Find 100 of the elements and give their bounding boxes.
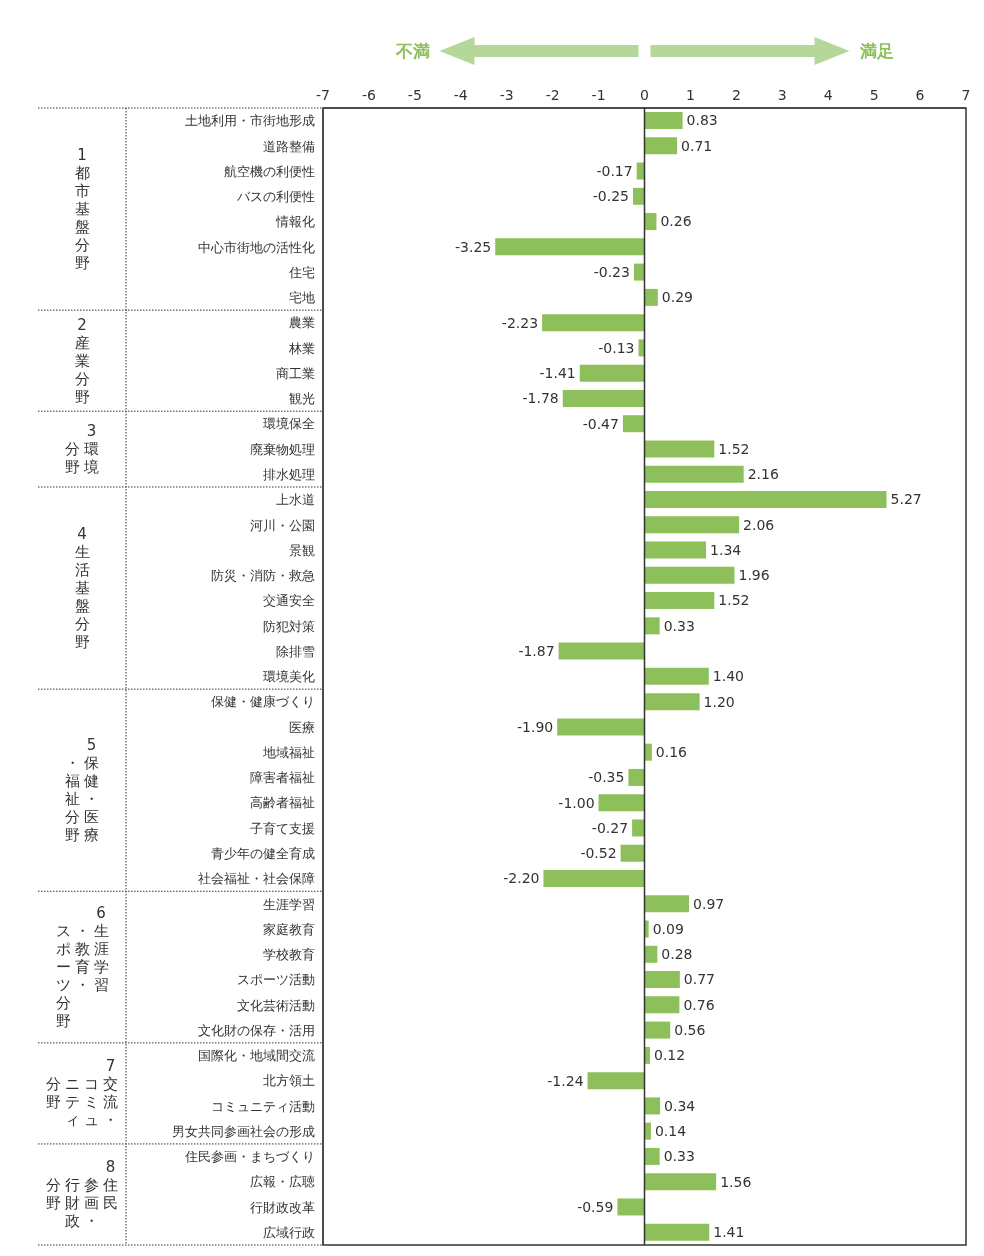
y-tick-label: 道路整備 bbox=[263, 138, 315, 154]
y-tick-label: 社会福祉・社会保障 bbox=[198, 871, 315, 887]
data-label: -1.24 bbox=[547, 1072, 584, 1089]
bar bbox=[644, 895, 690, 913]
x-tick-label: -7 bbox=[316, 87, 330, 103]
text: 満足 bbox=[858, 40, 894, 61]
y-tick-label: 広域行政 bbox=[263, 1224, 315, 1240]
y-tick-label: 国際化・地域間交流 bbox=[198, 1048, 315, 1064]
bar bbox=[598, 794, 645, 812]
text: 2産業分野 bbox=[73, 315, 91, 406]
data-label: 0.34 bbox=[664, 1097, 696, 1114]
data-label: -0.59 bbox=[577, 1198, 614, 1215]
bar bbox=[632, 819, 645, 837]
y-tick-label: 農業 bbox=[289, 315, 315, 331]
x-tick-label: 2 bbox=[731, 87, 741, 103]
text: 7交流・ bbox=[102, 1057, 119, 1130]
y-tick-label: 観光 bbox=[289, 391, 315, 407]
data-label: 1.52 bbox=[718, 592, 750, 609]
data-label: 0.77 bbox=[683, 971, 716, 988]
data-label: -3.25 bbox=[455, 238, 492, 255]
y-tick-label: スポーツ活動 bbox=[237, 972, 315, 988]
data-label: 0.76 bbox=[683, 996, 715, 1013]
bar bbox=[579, 364, 645, 382]
data-label: -0.27 bbox=[591, 819, 629, 836]
data-label: 0.09 bbox=[652, 920, 684, 937]
data-label: 0.71 bbox=[681, 137, 713, 154]
text: 3環境 bbox=[83, 422, 100, 477]
text: 行財政 bbox=[64, 1176, 81, 1231]
data-label: -1.41 bbox=[539, 365, 576, 382]
x-tick-label: -6 bbox=[361, 87, 376, 103]
data-label: -1.00 bbox=[558, 794, 595, 811]
text: コミュ bbox=[83, 1075, 100, 1130]
bar bbox=[644, 1097, 661, 1115]
y-tick-label: 景観 bbox=[289, 542, 315, 558]
bar bbox=[557, 718, 645, 736]
y-tick-label: 文化芸術活動 bbox=[237, 997, 315, 1013]
bar bbox=[587, 1072, 645, 1090]
bar bbox=[633, 263, 645, 281]
y-tick-label: 医療 bbox=[289, 719, 315, 735]
y-tick-label: 林業 bbox=[288, 340, 315, 356]
data-label: -1.90 bbox=[517, 718, 554, 735]
y-tick-label: 上水道 bbox=[276, 492, 315, 508]
x-tick-label: 4 bbox=[823, 87, 833, 103]
bar bbox=[562, 389, 645, 407]
y-tick-label: 排水処理 bbox=[263, 466, 315, 482]
y-tick-label: 高齢者福祉 bbox=[250, 795, 315, 811]
y-tick-label: 広報・広聴 bbox=[250, 1174, 315, 1190]
x-tick-label: 6 bbox=[915, 87, 925, 103]
bar bbox=[644, 1223, 710, 1241]
y-tick-label: 環境保全 bbox=[263, 416, 315, 432]
x-tick-label: -5 bbox=[407, 87, 422, 103]
bar bbox=[644, 541, 707, 559]
text: 分野 bbox=[73, 615, 91, 652]
data-label: 0.28 bbox=[661, 946, 693, 963]
y-tick-label: 河川・公園 bbox=[250, 517, 315, 533]
bar bbox=[644, 288, 658, 306]
y-tick-label: 北方領土 bbox=[263, 1073, 315, 1089]
bar bbox=[644, 440, 715, 458]
x-tick-label: 0 bbox=[640, 87, 649, 103]
y-tick-label: バスの利便性 bbox=[236, 189, 315, 205]
bar bbox=[644, 213, 657, 231]
data-label: 2.06 bbox=[743, 516, 775, 533]
data-label: 5.27 bbox=[890, 491, 922, 508]
y-tick-label: 土地利用・市街地形成 bbox=[185, 113, 315, 129]
y-tick-label: 地域福祉 bbox=[262, 744, 315, 760]
y-tick-label: 中心市街地の活性化 bbox=[198, 239, 315, 255]
text: スポーツ分野 bbox=[54, 922, 72, 1031]
data-label: 0.16 bbox=[655, 744, 688, 761]
bar bbox=[644, 465, 744, 483]
y-tick-label: 防災・消防・救急 bbox=[211, 568, 315, 584]
bar bbox=[542, 314, 645, 332]
y-tick-label: 家庭教育 bbox=[263, 921, 315, 937]
bar bbox=[644, 112, 683, 129]
bar bbox=[633, 187, 645, 205]
text: 8住民 bbox=[102, 1158, 119, 1213]
data-label: -0.25 bbox=[592, 188, 630, 205]
data-label: -0.17 bbox=[596, 162, 633, 179]
y-tick-label: 宅地 bbox=[289, 290, 315, 306]
y-tick-label: 航空機の利便性 bbox=[224, 163, 315, 179]
bar bbox=[558, 642, 645, 660]
data-label: -0.52 bbox=[580, 845, 617, 862]
y-tick-label: 情報化 bbox=[275, 214, 315, 230]
y-tick-label: 商工業 bbox=[276, 365, 315, 381]
data-label: 0.12 bbox=[654, 1047, 686, 1064]
data-label: -0.23 bbox=[593, 264, 630, 280]
bar bbox=[644, 491, 887, 508]
y-tick-label: 保健・健康づくり bbox=[211, 694, 315, 710]
bar bbox=[644, 1147, 660, 1165]
data-label: 1.34 bbox=[710, 541, 742, 558]
bar bbox=[617, 1198, 645, 1216]
data-label: 0.83 bbox=[686, 112, 718, 129]
text: 参画・ bbox=[83, 1176, 100, 1231]
bar bbox=[644, 996, 680, 1014]
data-label: 0.33 bbox=[663, 617, 695, 634]
data-label: 1.41 bbox=[713, 1224, 745, 1241]
bar bbox=[644, 667, 709, 685]
y-tick-label: 学校教育 bbox=[263, 947, 315, 963]
y-tick-label: 廃棄物処理 bbox=[250, 441, 315, 457]
bar bbox=[644, 693, 700, 711]
x-tick-label: 5 bbox=[869, 87, 879, 103]
